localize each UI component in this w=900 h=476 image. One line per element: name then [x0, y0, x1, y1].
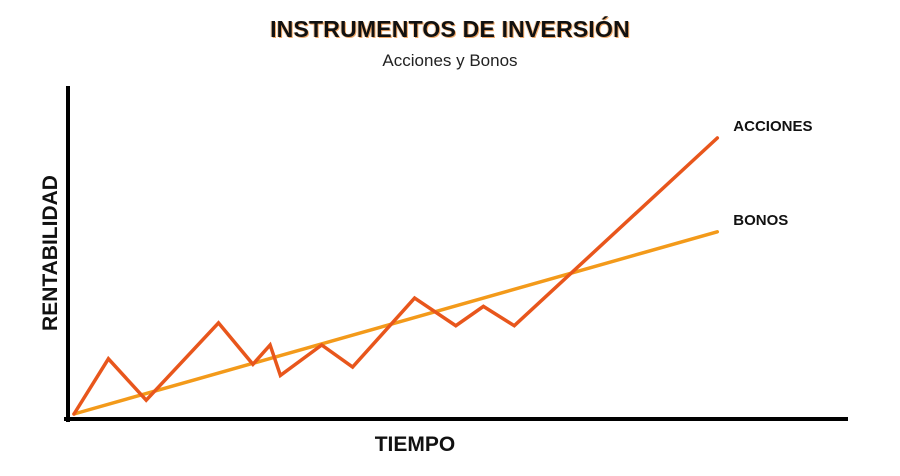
x-axis-label: TIEMPO	[375, 433, 456, 456]
series-line-bonos	[72, 230, 720, 416]
chart-title: INSTRUMENTOS DE INVERSIÓN	[270, 16, 630, 42]
series-labels: BONOS ACCIONES	[733, 118, 812, 229]
series-line-acciones	[72, 136, 720, 416]
chart-subtitle: Acciones y Bonos	[382, 51, 518, 70]
y-axis-label: RENTABILIDAD	[39, 175, 62, 331]
series-label-acciones: ACCIONES	[733, 118, 812, 135]
series-label-bonos: BONOS	[733, 212, 788, 229]
series	[72, 136, 720, 416]
axes	[64, 86, 848, 422]
